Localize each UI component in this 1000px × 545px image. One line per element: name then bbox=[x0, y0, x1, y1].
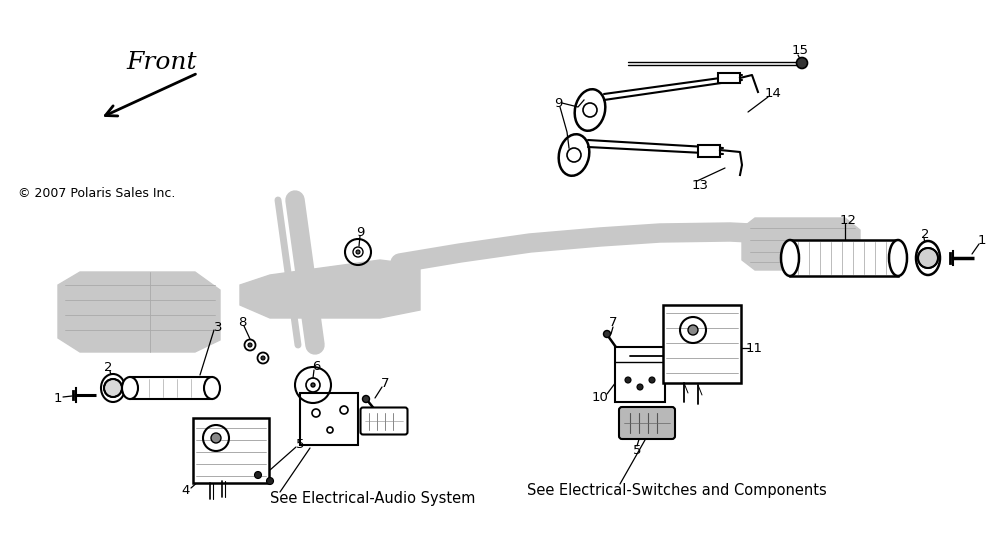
Bar bbox=[698, 145, 720, 157]
Circle shape bbox=[604, 330, 610, 337]
Text: See Electrical-Audio System: See Electrical-Audio System bbox=[270, 490, 475, 506]
Circle shape bbox=[248, 343, 252, 347]
Bar bbox=[130, 377, 212, 399]
Circle shape bbox=[688, 325, 698, 335]
Circle shape bbox=[625, 377, 631, 383]
Text: 2: 2 bbox=[921, 227, 929, 240]
Bar bbox=[718, 73, 740, 83]
FancyBboxPatch shape bbox=[360, 408, 408, 434]
Text: 8: 8 bbox=[238, 316, 246, 329]
Ellipse shape bbox=[916, 241, 940, 275]
Circle shape bbox=[637, 384, 643, 390]
Circle shape bbox=[104, 379, 122, 397]
Circle shape bbox=[649, 377, 655, 383]
Text: 9: 9 bbox=[356, 226, 364, 239]
Circle shape bbox=[211, 433, 221, 443]
Polygon shape bbox=[742, 218, 860, 270]
Text: 1: 1 bbox=[978, 233, 986, 246]
Circle shape bbox=[261, 356, 265, 360]
Text: 15: 15 bbox=[792, 44, 808, 57]
Text: 14: 14 bbox=[765, 87, 781, 100]
Ellipse shape bbox=[122, 377, 138, 399]
Bar bbox=[193, 418, 269, 483]
Text: 11: 11 bbox=[746, 342, 763, 354]
Bar bbox=[663, 305, 741, 383]
Text: 2: 2 bbox=[104, 360, 112, 373]
Text: 6: 6 bbox=[312, 360, 320, 372]
Circle shape bbox=[918, 248, 938, 268]
Circle shape bbox=[796, 58, 808, 69]
Circle shape bbox=[356, 250, 360, 254]
Text: © 2007 Polaris Sales Inc.: © 2007 Polaris Sales Inc. bbox=[18, 186, 175, 199]
Ellipse shape bbox=[101, 374, 125, 402]
Ellipse shape bbox=[889, 240, 907, 276]
Ellipse shape bbox=[559, 134, 589, 176]
Polygon shape bbox=[58, 272, 220, 352]
FancyBboxPatch shape bbox=[619, 407, 675, 439]
Text: 7: 7 bbox=[381, 377, 389, 390]
Bar bbox=[790, 240, 898, 276]
Text: 9: 9 bbox=[554, 96, 562, 110]
Text: 4: 4 bbox=[182, 483, 190, 496]
Text: 5: 5 bbox=[296, 438, 304, 451]
Text: 7: 7 bbox=[609, 316, 617, 329]
Circle shape bbox=[254, 471, 262, 479]
Circle shape bbox=[311, 383, 315, 387]
Bar bbox=[300, 393, 358, 445]
Bar bbox=[615, 347, 665, 402]
Text: See Electrical-Switches and Components: See Electrical-Switches and Components bbox=[527, 482, 827, 498]
Text: 13: 13 bbox=[692, 179, 708, 191]
Circle shape bbox=[362, 396, 370, 403]
Ellipse shape bbox=[204, 377, 220, 399]
Text: 10: 10 bbox=[592, 391, 608, 403]
Text: Front: Front bbox=[127, 51, 197, 74]
Text: 12: 12 bbox=[840, 214, 856, 227]
Polygon shape bbox=[240, 260, 420, 318]
Text: 5: 5 bbox=[633, 444, 641, 457]
Circle shape bbox=[266, 477, 274, 485]
Text: 1: 1 bbox=[54, 391, 62, 404]
Ellipse shape bbox=[781, 240, 799, 276]
Text: 3: 3 bbox=[214, 320, 222, 334]
Ellipse shape bbox=[575, 89, 605, 131]
